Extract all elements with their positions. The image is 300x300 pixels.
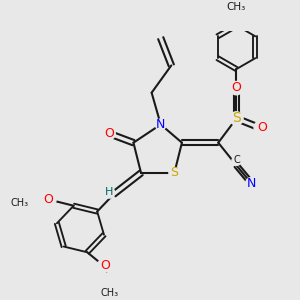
Text: CH₃: CH₃ [227,2,246,12]
Circle shape [254,121,267,134]
Circle shape [230,82,243,95]
Text: O: O [43,193,53,206]
Text: C: C [233,155,240,165]
Text: S: S [232,111,241,125]
Circle shape [97,259,111,273]
Circle shape [245,178,258,190]
Text: O: O [104,127,114,140]
Circle shape [169,167,180,178]
Text: O: O [257,121,267,134]
Circle shape [230,112,243,125]
Circle shape [232,156,241,165]
Text: O: O [100,260,110,272]
Text: CH₃: CH₃ [101,288,119,298]
Text: N: N [247,177,256,190]
Circle shape [43,193,56,206]
Text: CH₃: CH₃ [10,198,28,208]
Text: O: O [232,81,242,94]
Text: H: H [105,187,113,197]
Circle shape [103,128,115,140]
Text: N: N [156,118,165,131]
Text: S: S [170,167,178,179]
Circle shape [104,187,115,198]
Circle shape [155,119,166,130]
